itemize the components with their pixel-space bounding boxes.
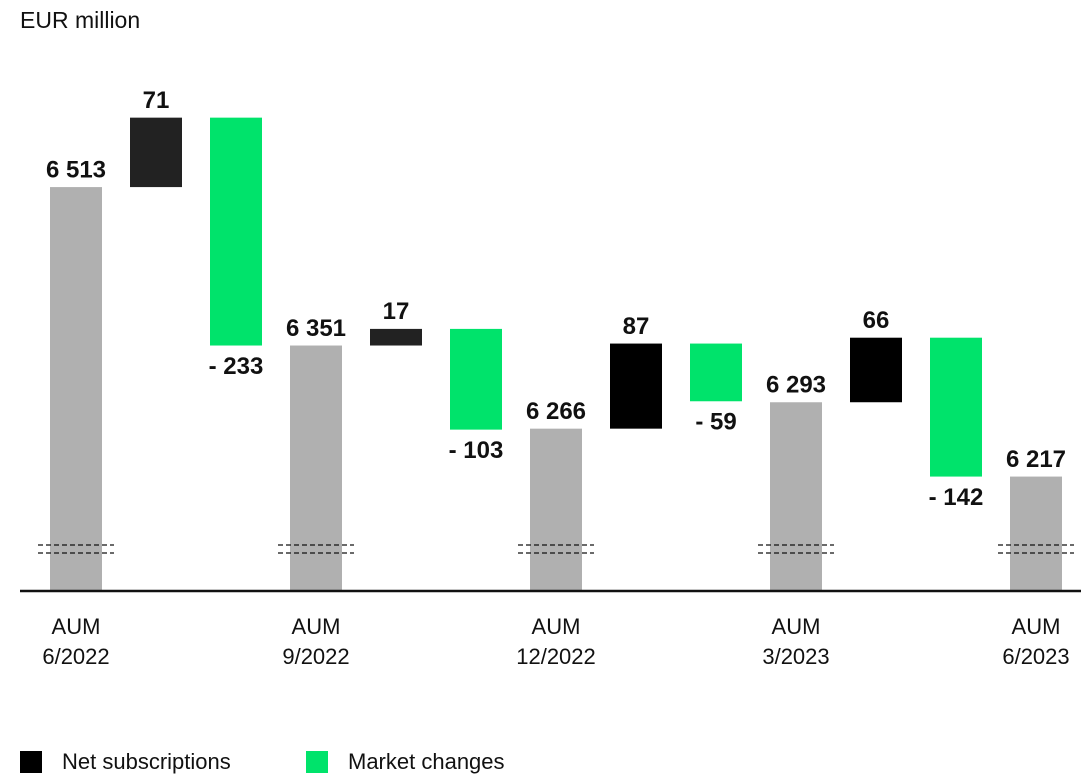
value-label: 17 <box>383 298 410 325</box>
value-label: - 233 <box>209 353 264 380</box>
value-label: - 59 <box>695 409 736 436</box>
change-bar <box>450 328 502 430</box>
legend-label: Net subscriptions <box>62 749 231 774</box>
change-bar <box>610 343 662 429</box>
change-bar <box>370 328 422 346</box>
value-label: 6 513 <box>46 156 106 183</box>
x-tick-label: AUM 3/2023 <box>762 614 830 669</box>
total-bar <box>770 402 822 591</box>
value-label: - 142 <box>929 484 984 511</box>
legend-swatch <box>306 751 328 773</box>
value-label: 6 293 <box>766 372 826 399</box>
legend-swatch <box>20 751 42 773</box>
change-bar <box>130 117 182 188</box>
value-label: 87 <box>623 313 650 340</box>
legend-label: Market changes <box>348 749 505 774</box>
change-bar <box>850 337 902 403</box>
value-label: 6 266 <box>526 398 586 425</box>
value-label: 71 <box>143 87 170 114</box>
total-bar <box>1010 476 1062 591</box>
total-bar <box>290 345 342 591</box>
total-bar <box>50 187 102 591</box>
change-bar <box>210 117 262 346</box>
total-bar <box>530 428 582 591</box>
x-tick-label: AUM 6/2023 <box>1002 614 1070 669</box>
x-tick-label: AUM 6/2022 <box>42 614 110 669</box>
value-label: 6 351 <box>286 315 346 342</box>
value-label: 6 217 <box>1006 446 1066 473</box>
x-tick-label: AUM 12/2022 <box>516 614 596 669</box>
x-tick-label: AUM 9/2022 <box>282 614 350 669</box>
chart-title: EUR million <box>20 7 140 33</box>
value-label: - 103 <box>449 437 504 464</box>
change-bar <box>690 343 742 402</box>
value-label: 66 <box>863 307 890 334</box>
change-bar <box>930 337 982 477</box>
